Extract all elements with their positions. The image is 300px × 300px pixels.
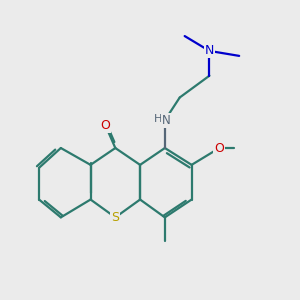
Text: N: N <box>162 114 171 127</box>
Text: N: N <box>205 44 214 57</box>
Text: O: O <box>100 119 110 132</box>
Text: H: H <box>154 114 163 124</box>
Text: S: S <box>111 211 119 224</box>
Text: O: O <box>214 142 224 154</box>
